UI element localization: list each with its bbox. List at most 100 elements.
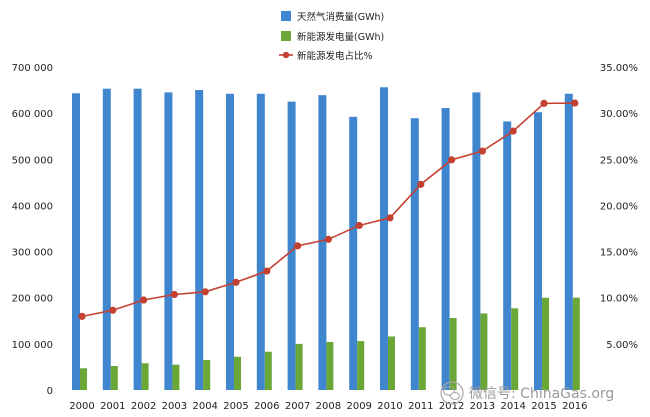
left-y-tick-label: 0	[47, 386, 53, 397]
renewable-bar	[388, 336, 395, 390]
natural-gas-bar	[534, 112, 542, 390]
left-y-tick-label: 300 000	[12, 248, 53, 259]
natural-gas-bar	[318, 95, 327, 390]
right-y-tick-label: 10.00%	[600, 294, 638, 305]
natural-gas-bar	[472, 92, 481, 390]
left-y-tick-label: 600 000	[12, 109, 53, 120]
natural-gas-bar	[380, 87, 388, 390]
left-y-tick-label: 700 000	[12, 63, 53, 74]
x-axis: 2000 2001 2002 2003 2004 2005 2006 2007 2008 2009…	[69, 401, 587, 412]
x-tick-label: 2001	[100, 401, 125, 412]
left-y-tick-label: 400 000	[12, 201, 53, 212]
wechat-icon	[440, 381, 464, 405]
right-y-tick-label: 15.00%	[600, 248, 638, 259]
right-y-tick-label: 30.00%	[600, 109, 638, 120]
x-tick-label: 2002	[131, 401, 156, 412]
renewable-bar	[234, 356, 241, 390]
left-y-tick-label: 200 000	[12, 294, 53, 305]
renewable-share-point	[324, 235, 332, 243]
x-tick-label: 2003	[162, 401, 187, 412]
natural-gas-bar	[564, 93, 573, 391]
renewable-bar	[110, 366, 118, 390]
legend-label-natural-gas: 天然气消费量(GWh)	[297, 11, 384, 23]
legend-swatch-renewable	[281, 31, 291, 41]
renewable-share-point	[232, 278, 240, 286]
renewable-bar	[542, 297, 549, 390]
renewable-bars	[80, 297, 580, 390]
x-tick-label: 2009	[346, 401, 371, 412]
natural-gas-bar	[441, 108, 450, 391]
x-tick-label: 2011	[408, 401, 433, 412]
watermark-text: 微信号: ChinaGas.org	[469, 386, 614, 402]
renewable-bar	[449, 318, 457, 390]
natural-gas-bar	[133, 88, 142, 391]
renewable-bar	[511, 308, 519, 390]
x-tick-label: 2007	[285, 401, 310, 412]
renewable-share-point	[109, 306, 117, 314]
natural-gas-bar	[164, 92, 173, 390]
renewable-share-point	[386, 214, 394, 222]
x-tick-label: 2005	[223, 401, 248, 412]
renewable-bar	[357, 341, 365, 390]
renewable-bar	[172, 364, 180, 390]
renewable-share-point	[571, 99, 579, 107]
left-y-tick-label: 100 000	[12, 340, 53, 351]
watermark: 微信号: ChinaGas.org	[440, 381, 614, 405]
legend-label-share: 新能源发电占比%	[297, 50, 373, 62]
renewable-share-point	[448, 156, 456, 164]
renewable-share-point	[140, 296, 148, 304]
renewable-share-point	[509, 127, 517, 135]
renewable-bar	[295, 343, 303, 390]
natural-gas-bar	[349, 116, 358, 390]
natural-gas-bar	[287, 101, 296, 390]
legend-marker-share	[282, 51, 290, 59]
x-tick-label: 2010	[377, 401, 402, 412]
x-tick-label: 2004	[192, 401, 217, 412]
renewable-bar	[264, 351, 272, 390]
natural-gas-bar	[102, 88, 111, 391]
natural-gas-bar	[503, 121, 512, 390]
renewable-share-point	[294, 242, 302, 250]
renewable-bar	[418, 327, 426, 390]
x-tick-label: 2013	[470, 401, 495, 412]
natural-gas-bar	[226, 93, 234, 391]
renewable-bar	[141, 363, 149, 390]
x-tick-label: 2014	[500, 401, 525, 412]
left-y-axis: 0 100 000 200 000 300 000 400 000 500 000 600 …	[12, 63, 53, 397]
renewable-share-line	[78, 99, 579, 320]
right-y-tick-label: 5.00%	[606, 340, 638, 351]
renewable-share-point	[355, 221, 363, 230]
renewable-share-point	[201, 288, 209, 296]
renewable-share-point	[263, 267, 271, 275]
natural-gas-bars	[72, 87, 573, 391]
legend-swatch-natural-gas	[281, 11, 291, 21]
renewable-bar	[572, 297, 580, 390]
renewable-share-point	[540, 99, 548, 107]
renewable-bar	[203, 360, 211, 390]
natural-gas-bar	[410, 118, 419, 391]
natural-gas-bar	[72, 93, 80, 391]
legend-label-renewable: 新能源发电量(GWh)	[297, 31, 384, 43]
left-y-tick-label: 500 000	[12, 155, 53, 166]
right-y-tick-label: 35.00%	[600, 63, 638, 74]
renewable-bar	[80, 368, 87, 390]
x-tick-label: 2015	[531, 401, 556, 412]
natural-gas-bar	[195, 90, 204, 391]
x-tick-label: 2016	[562, 401, 587, 412]
right-y-tick-label: 25.00%	[600, 155, 638, 166]
right-y-tick-label: 20.00%	[600, 201, 638, 212]
right-y-axis: 5.00% 10.00% 15.00% 20.00% 25.00% 30.00% 35.00…	[600, 63, 638, 351]
x-tick-label: 2008	[316, 401, 341, 412]
x-tick-label: 2012	[439, 401, 464, 412]
x-tick-label: 2000	[69, 401, 94, 412]
renewable-share-point	[170, 290, 178, 299]
renewable-share-point	[478, 147, 486, 155]
legend: 天然气消费量(GWh) 新能源发电量(GWh) 新能源发电占比%	[279, 11, 384, 62]
renewable-share-polyline	[81, 102, 575, 318]
renewable-share-point	[417, 180, 425, 188]
renewable-bar	[326, 342, 334, 390]
x-tick-label: 2006	[254, 401, 279, 412]
renewable-bar	[480, 313, 488, 390]
